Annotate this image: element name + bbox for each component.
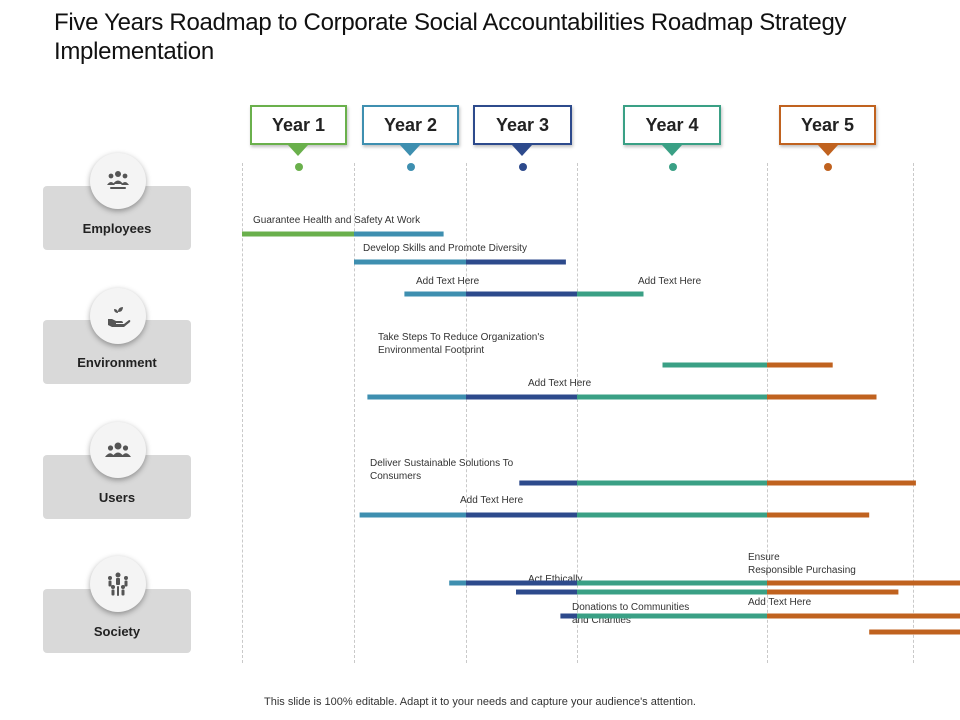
task-bar-segment [354, 231, 444, 237]
task-bar-segment [577, 580, 767, 586]
task-bar-segment [466, 259, 566, 265]
task-label: Develop Skills and Promote Diversity [363, 243, 527, 254]
task-label: Ensure Responsible Purchasing [748, 552, 856, 576]
year-5-dot [824, 163, 832, 171]
task-bar-segment [577, 589, 767, 595]
task-bar-segment [869, 629, 913, 635]
task-bar-segment [466, 512, 577, 518]
task-label: Donations to Communities and Charities [572, 602, 690, 626]
task-label: Add Text Here [416, 276, 480, 287]
task-bar-segment [767, 580, 913, 586]
year-3-box: Year 3 [473, 105, 572, 145]
year-3-pointer [512, 145, 532, 156]
task-bar-segment [516, 589, 577, 595]
task-label: Guarantee Health and Safety At Work [253, 215, 421, 226]
task-bar-segment [767, 589, 899, 595]
users-icon [90, 422, 146, 478]
task-bar-segment [662, 362, 767, 368]
year-2-label: Year 2 [383, 114, 438, 135]
year-2-box: Year 2 [362, 105, 459, 145]
year-4-pointer [662, 145, 682, 156]
hand-plant-icon [90, 288, 146, 344]
year-4-dot [669, 163, 677, 171]
task-label: Add Text Here [638, 276, 702, 287]
page-title: Five Years Roadmap to Corporate Social A… [54, 9, 847, 65]
task-bar-segment [767, 362, 833, 368]
year-1-pointer [288, 145, 308, 156]
task-bar-segment [913, 613, 921, 619]
task-bar-segment [242, 231, 354, 237]
task-bar-segment [767, 394, 877, 400]
category-label: Society [93, 624, 141, 639]
grid-line [466, 163, 467, 663]
task-bar-segment [577, 394, 767, 400]
year-5-pointer [818, 145, 838, 156]
category-label: Employees [82, 221, 152, 236]
year-5-label: Year 5 [800, 114, 855, 135]
task-bar-segment [466, 291, 577, 297]
task-label: Add Text Here [528, 378, 592, 389]
group-icon [90, 153, 146, 209]
task-label: Add Text Here [460, 495, 524, 506]
task-bar-segment [577, 480, 767, 486]
task-bar-segment [577, 512, 767, 518]
grid-line [767, 163, 768, 663]
category-label: Users [98, 490, 136, 505]
task-bar-segment [367, 394, 466, 400]
task-bar-segment [404, 291, 466, 297]
year-1-box: Year 1 [250, 105, 347, 145]
task-bar-segment [560, 613, 577, 619]
category-card-employees: Employees [43, 186, 191, 250]
year-3-dot [519, 163, 527, 171]
task-bar-segment [519, 480, 577, 486]
task-label: Take Steps To Reduce Organization's Envi… [378, 332, 545, 356]
year-2-dot [407, 163, 415, 171]
grid-line [913, 163, 914, 663]
people-network-icon [90, 556, 146, 612]
task-bar-segment [767, 512, 870, 518]
task-bar-segment [354, 259, 466, 265]
year-4-label: Year 4 [645, 114, 699, 135]
task-bar-segment [767, 480, 913, 486]
task-bar-segment [466, 580, 577, 586]
grid-line [354, 163, 355, 663]
task-label: Act Ethically [528, 574, 583, 585]
category-label: Environment [77, 355, 157, 370]
task-bar-segment [359, 512, 466, 518]
year-2-pointer [400, 145, 420, 156]
footer-note: This slide is 100% editable. Adapt it to… [264, 696, 696, 708]
year-5-box: Year 5 [779, 105, 876, 145]
grid-line [577, 163, 578, 663]
task-label: Deliver Sustainable Solutions To Consume… [370, 458, 514, 482]
task-bar-segment [913, 613, 960, 619]
task-label: Add Text Here [748, 597, 812, 608]
task-bar-segment [577, 613, 767, 619]
year-3-label: Year 3 [495, 114, 550, 135]
task-bar-segment [913, 480, 916, 486]
task-bar-segment [449, 580, 466, 586]
task-bar-segment [913, 580, 960, 586]
task-bar-segment [577, 291, 644, 297]
task-bar-segment [767, 613, 913, 619]
task-bar-segment [466, 394, 577, 400]
year-1-dot [295, 163, 303, 171]
year-4-box: Year 4 [623, 105, 721, 145]
task-bar-segment [913, 629, 960, 635]
grid-line [242, 163, 243, 663]
year-1-label: Year 1 [271, 114, 326, 135]
